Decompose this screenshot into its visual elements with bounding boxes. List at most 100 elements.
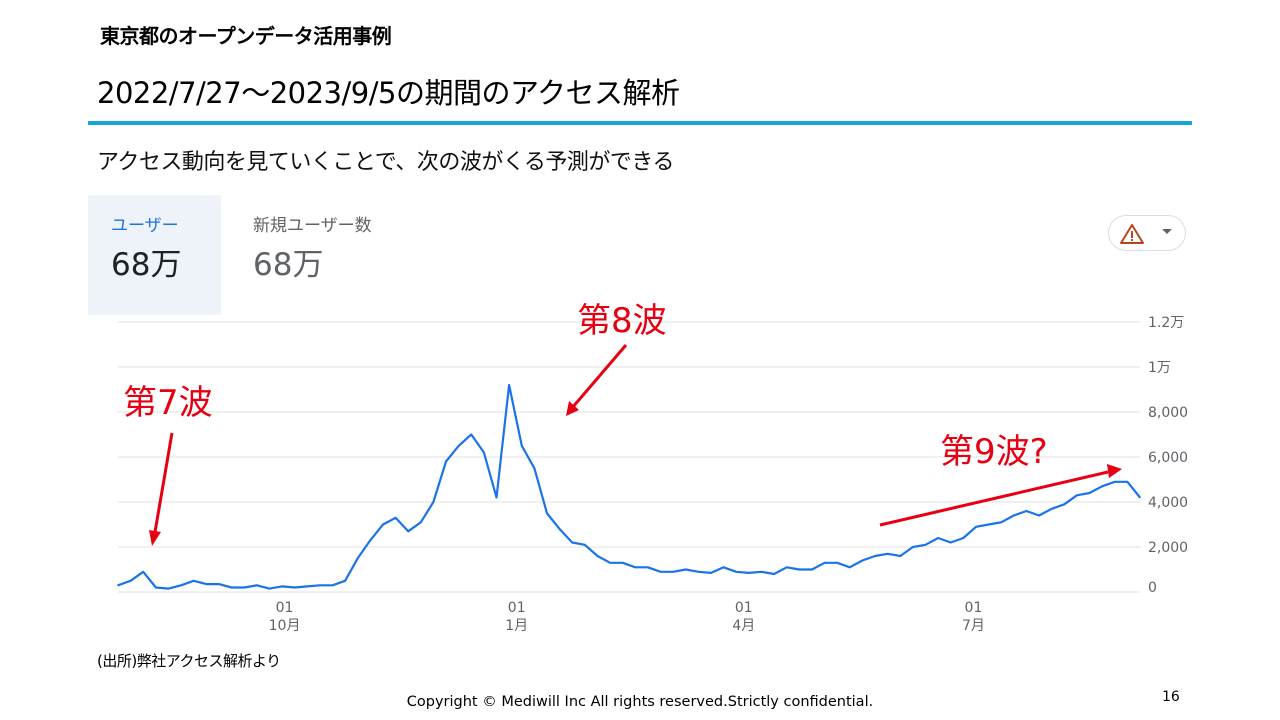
data-point xyxy=(382,523,384,526)
data-point xyxy=(369,539,372,542)
data-point xyxy=(1063,503,1066,506)
x-axis-ticks: 01 10月 01 1月 01 4月 01 7月 xyxy=(269,600,985,634)
arrow-wave-7 xyxy=(153,432,174,533)
x-tick-day: 01 xyxy=(508,600,526,616)
data-point xyxy=(634,566,637,569)
data-point xyxy=(508,384,510,386)
x-tick-month: 4月 xyxy=(732,618,755,634)
data-point xyxy=(1101,485,1103,488)
arrow-wave-9 xyxy=(879,470,1109,527)
data-point xyxy=(886,553,889,555)
data-point xyxy=(937,537,939,539)
data-point xyxy=(521,445,523,447)
data-point xyxy=(798,568,801,571)
access-line-chart: 1.2万 1万 8,000 6,000 4,000 2,000 0 01 10月 01 1月 01 4… xyxy=(117,301,1188,634)
series-line-users xyxy=(117,383,1141,590)
page-number: 16 xyxy=(1162,689,1180,705)
data-point xyxy=(621,562,624,564)
data-point xyxy=(912,546,914,548)
series-points xyxy=(117,384,1141,590)
arrow-heads xyxy=(149,401,1122,546)
data-point xyxy=(432,501,435,503)
data-point xyxy=(457,445,460,447)
data-point xyxy=(243,586,245,589)
data-point xyxy=(293,586,296,589)
metric-tab-new-users[interactable]: 新規ユーザー数 68万 xyxy=(233,195,403,315)
x-tick-day: 01 xyxy=(276,600,294,616)
chart-grid xyxy=(118,321,1140,593)
data-point xyxy=(685,568,687,571)
data-point xyxy=(975,526,977,528)
data-point xyxy=(849,566,851,569)
header-label: 東京都のオープンデータ活用事例 xyxy=(100,24,392,48)
caret-down-icon xyxy=(1162,229,1172,234)
data-point xyxy=(722,566,725,569)
data-point xyxy=(230,586,233,589)
x-tick-month: 7月 xyxy=(962,618,985,634)
warning-dropdown-button[interactable] xyxy=(1108,215,1186,251)
annotation-arrows xyxy=(153,344,1109,533)
data-point xyxy=(180,584,182,587)
data-point xyxy=(962,537,965,539)
y-tick-label: 1.2万 xyxy=(1148,315,1184,331)
data-point xyxy=(571,541,573,544)
data-point xyxy=(470,433,473,436)
annotation-wave-9: 第9波? xyxy=(940,432,1048,472)
data-point xyxy=(344,580,346,582)
data-point xyxy=(697,571,700,573)
data-point xyxy=(647,566,649,569)
copyright: Copyright © Mediwill Inc All rights rese… xyxy=(406,694,874,710)
data-point xyxy=(748,572,750,574)
x-tick-month: 1月 xyxy=(505,618,528,634)
x-tick-month: 10月 xyxy=(269,618,301,634)
source-note: (出所)弊社アクセス解析より xyxy=(97,652,281,670)
data-point xyxy=(331,584,334,587)
annotation-wave-7: 第7波 xyxy=(123,383,213,423)
data-point xyxy=(760,571,763,573)
data-point xyxy=(255,584,258,587)
data-point xyxy=(924,544,927,546)
data-point xyxy=(785,566,788,569)
data-point xyxy=(356,557,359,560)
data-point xyxy=(1139,496,1141,499)
data-point xyxy=(987,523,990,526)
data-point xyxy=(306,585,309,588)
warning-icon xyxy=(1120,224,1144,244)
data-point xyxy=(155,586,157,589)
metric-users-value: 68万 xyxy=(111,247,182,283)
data-point xyxy=(1088,492,1091,494)
metric-new-users-label: 新規ユーザー数 xyxy=(253,216,372,236)
y-axis-ticks: 1.2万 1万 8,000 6,000 4,000 2,000 0 xyxy=(1148,315,1188,596)
data-point xyxy=(117,584,119,587)
data-point xyxy=(609,562,611,564)
arrow-head-wave-8 xyxy=(566,401,579,416)
data-point xyxy=(319,584,321,587)
data-point xyxy=(584,544,586,546)
data-point xyxy=(218,583,220,585)
x-tick-day: 01 xyxy=(735,600,753,616)
data-point xyxy=(167,587,170,590)
y-tick-label: 6,000 xyxy=(1148,450,1188,466)
data-point xyxy=(773,573,775,575)
data-point xyxy=(192,580,195,582)
data-point xyxy=(672,571,674,573)
data-point xyxy=(1038,514,1040,517)
data-point xyxy=(407,530,410,533)
data-point xyxy=(281,585,283,588)
x-tick-day: 01 xyxy=(965,600,983,616)
y-tick-label: 4,000 xyxy=(1148,495,1188,511)
y-tick-label: 2,000 xyxy=(1148,540,1188,556)
data-point xyxy=(1126,481,1129,483)
arrow-wave-8 xyxy=(570,344,628,409)
data-point xyxy=(874,555,876,557)
data-point xyxy=(142,571,144,573)
arrow-head-wave-7 xyxy=(149,530,161,546)
data-point xyxy=(495,496,498,499)
slide-subtitle: アクセス動向を見ていくことで、次の波がくる予測ができる xyxy=(97,150,674,175)
data-point xyxy=(596,555,599,557)
metric-tab-users[interactable]: ユーザー 68万 xyxy=(88,195,221,315)
data-point xyxy=(735,571,737,573)
data-point xyxy=(129,580,132,582)
arrow-head-wave-9 xyxy=(1107,464,1122,478)
data-point xyxy=(836,562,838,564)
